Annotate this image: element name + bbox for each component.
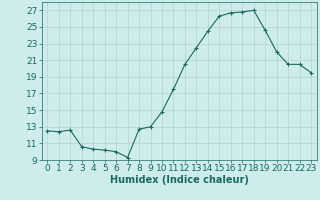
X-axis label: Humidex (Indice chaleur): Humidex (Indice chaleur) xyxy=(110,175,249,185)
